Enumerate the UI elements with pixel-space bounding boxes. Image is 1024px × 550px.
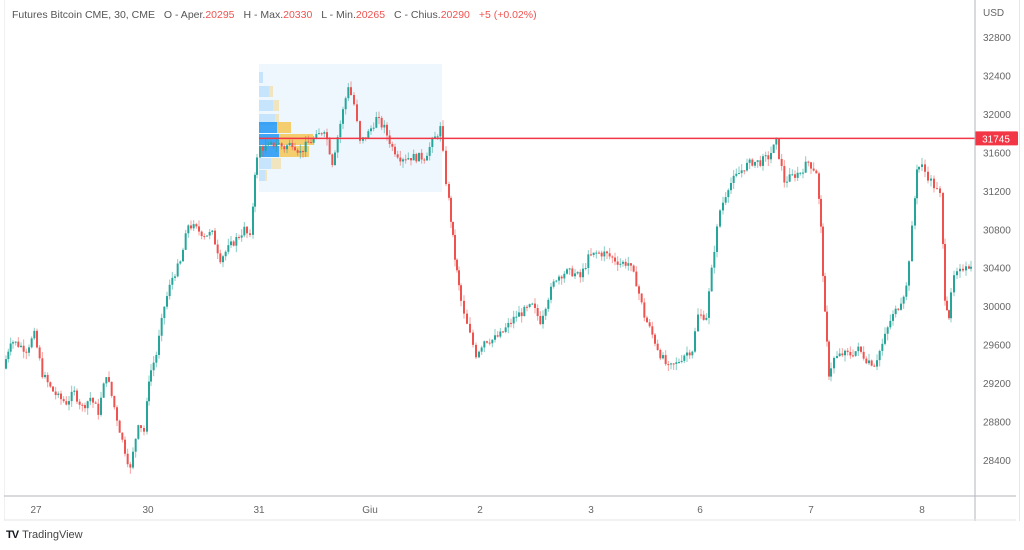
change-value: +5 (+0.02%) [478,9,537,21]
time-tick-label: 27 [30,505,42,516]
volume-profile-bar-value-area [275,114,279,125]
price-tick-label: 28800 [983,418,1011,429]
price-tick-label: 29200 [983,379,1011,390]
price-tick-label: 28400 [983,456,1011,467]
price-tick-label: 29600 [983,341,1011,352]
price-tick-label: 32800 [983,33,1011,44]
time-tick-label: 3 [588,505,594,516]
volume-profile-bar [259,122,277,133]
time-tick-label: 31 [253,505,265,516]
price-tick-label: 31600 [983,148,1011,159]
volume-profile-bar [259,100,273,111]
volume-profile-bar-value-area [271,158,281,169]
close-value: 20290 [440,9,470,21]
ohlc-legend: Futures Bitcoin CME, 30, CME O - Aper.20… [12,9,537,21]
tradingview-logo-icon: TV [6,529,19,541]
time-tick-label: 7 [808,505,814,516]
volume-profile-bar [259,134,279,145]
volume-profile-bar-value-area [265,170,267,181]
chart-frame [4,0,1020,521]
volume-profile-bar-value-area [279,134,313,145]
low-value: 20265 [355,9,386,21]
price-tick-label: 32000 [983,110,1011,121]
currency-label: USD [983,8,1005,19]
low-label: L - Min. [321,9,356,21]
volume-profile-bar [259,114,275,125]
candlesticks [5,81,972,474]
current-price-badge [975,131,1018,146]
volume-profile-bar-value-area [269,86,273,97]
price-axis[interactable]: 32800 32400 32000 31600 31200 30800 30400 30000… [983,33,1011,467]
price-tick-label: 31200 [983,187,1011,198]
price-tick-label: 32400 [983,71,1011,82]
time-tick-label: 6 [697,505,703,516]
time-tick-label: 30 [142,505,154,516]
close-label: C - Chius. [394,9,441,21]
volume-profile-bar [259,170,265,181]
tradingview-logo-text: TradingView [22,529,83,541]
time-tick-label: Giu [362,505,378,516]
price-tick-label: 30800 [983,225,1011,236]
volume-profile-bar [259,86,269,97]
open-value: 20295 [205,9,235,21]
time-tick-label: 8 [919,505,925,516]
current-price-label: 31745 [982,134,1010,145]
time-tick-label: 2 [477,505,483,516]
time-axis[interactable]: 27 30 31 Giu 2 3 6 7 8 [30,505,925,516]
volume-profile-bar [259,146,279,157]
price-chart[interactable]: 31745 32800 32400 32000 31600 31200 30800 3040… [0,0,1024,521]
open-label: O - Aper. [163,9,206,21]
horizontal-line-31745[interactable]: 31745 [259,131,1018,146]
price-tick-label: 30000 [983,302,1011,313]
volume-profile-bar-value-area [279,146,309,157]
volume-profile-bar-value-area [273,100,279,111]
volume-profile-bar [259,158,271,169]
tradingview-logo[interactable]: TV TradingView [6,529,83,541]
price-tick-label: 30400 [983,264,1011,275]
volume-profile-bar-value-area [277,122,291,133]
high-value: 20330 [283,9,313,21]
symbol-title: Futures Bitcoin CME, 30, CME [12,9,155,21]
high-label: H - Max. [243,9,284,21]
volume-profile-bar [259,72,263,83]
